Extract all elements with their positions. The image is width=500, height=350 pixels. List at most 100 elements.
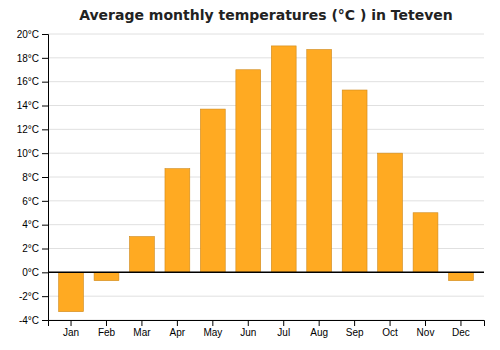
x-tick-mark <box>177 320 178 326</box>
plot: -4°C -2°C 0°C 2°C 4°C 6°C 8°C 10°C 12°C 14°C 16°C 1… <box>17 29 485 338</box>
x-tick: Nov <box>417 320 435 338</box>
x-tick-mark <box>425 320 426 326</box>
y-tick-label: 2°C <box>22 243 39 254</box>
y-tick-mark <box>42 225 48 226</box>
x-tick-mark <box>248 320 249 326</box>
bar <box>165 169 190 273</box>
grid-line <box>48 272 484 273</box>
x-tick-label: Sep <box>346 327 364 338</box>
y-tick: -4°C <box>19 315 48 326</box>
grid-line <box>48 105 484 106</box>
x-tick-mark <box>141 320 142 326</box>
y-tick-label: 12°C <box>17 124 39 135</box>
y-tick-label: 18°C <box>17 53 39 64</box>
x-tick-mark <box>354 320 355 326</box>
grid-line <box>48 81 484 82</box>
x-tick: Jan <box>63 320 79 338</box>
grid-line <box>48 177 484 178</box>
x-tick: Aug <box>310 320 328 338</box>
x-tick-mark <box>390 320 391 326</box>
x-tick: Apr <box>170 320 186 338</box>
y-tick: 0°C <box>22 267 48 278</box>
x-tick-label: May <box>203 327 222 338</box>
grid <box>48 34 484 320</box>
y-tick-mark <box>42 34 48 35</box>
y-tick-label: -2°C <box>19 291 39 302</box>
y-tick: 8°C <box>22 172 48 183</box>
y-tick-mark <box>42 153 48 154</box>
x-tick: Oct <box>382 320 398 338</box>
grid-line <box>48 129 484 130</box>
bar <box>236 70 261 273</box>
x-tick-mark <box>319 320 320 326</box>
bar <box>59 272 84 311</box>
x-tick-label: Oct <box>382 327 398 338</box>
x-tick: Mar <box>133 320 151 338</box>
x-tick-mark <box>71 320 72 326</box>
grid-line <box>48 153 484 154</box>
y-tick: 14°C <box>17 100 48 111</box>
grid-line <box>48 296 484 297</box>
y-tick-label: 16°C <box>17 76 39 87</box>
grid-line <box>48 200 484 201</box>
y-tick: 10°C <box>17 148 48 159</box>
y-axis-line <box>42 35 49 321</box>
x-tick: Jun <box>240 320 256 338</box>
x-tick-label: Apr <box>170 327 186 338</box>
x-tick-label: Mar <box>133 327 151 338</box>
x-tick-label: Jun <box>240 327 256 338</box>
y-axis: -4°C -2°C 0°C 2°C 4°C 6°C 8°C 10°C 12°C 14°C 16°C 1… <box>17 29 49 326</box>
x-tick-label: Nov <box>417 327 435 338</box>
y-tick-mark <box>42 272 48 273</box>
bar <box>271 46 296 272</box>
y-tick: -2°C <box>19 291 48 302</box>
bar <box>449 272 474 280</box>
bar <box>94 272 119 280</box>
grid-line <box>48 57 484 58</box>
chart: -4°C -2°C 0°C 2°C 4°C 6°C 8°C 10°C 12°C 14°C 16°C 1… <box>0 0 500 350</box>
y-tick-mark <box>42 106 48 107</box>
y-tick-mark <box>42 320 48 321</box>
x-tick-label: Jul <box>277 327 290 338</box>
y-tick-label: 20°C <box>17 29 39 40</box>
y-tick-label: 6°C <box>22 196 39 207</box>
x-tick: Sep <box>346 320 364 338</box>
y-tick-mark <box>42 201 48 202</box>
title: Average monthly temperatures (°C ) in Te… <box>79 7 453 23</box>
zero-line <box>48 272 484 274</box>
bar <box>130 237 155 273</box>
y-tick-mark <box>42 177 48 178</box>
x-tick-mark <box>106 320 107 326</box>
x-tick-mark <box>283 320 284 326</box>
y-tick: 6°C <box>22 196 48 207</box>
y-tick: 18°C <box>17 53 48 64</box>
bar <box>200 109 225 272</box>
x-tick: Dec <box>452 320 470 338</box>
x-axis-line <box>49 321 485 327</box>
y-tick-mark <box>42 82 48 83</box>
x-tick-label: Aug <box>310 327 328 338</box>
y-tick-label: -4°C <box>19 315 39 326</box>
grid-line <box>48 34 484 35</box>
bar <box>342 90 367 272</box>
y-tick-label: 0°C <box>22 267 39 278</box>
y-tick-mark <box>42 296 48 297</box>
x-tick: Feb <box>98 320 116 338</box>
x-tick: May <box>203 320 222 338</box>
x-tick: Jul <box>277 320 290 338</box>
x-tick-label: Jan <box>63 327 79 338</box>
x-tick-mark <box>212 320 213 326</box>
y-tick-label: 8°C <box>22 172 39 183</box>
y-tick-mark <box>42 58 48 59</box>
x-axis: Jan Feb Mar Apr May Jun Jul Aug Sep Oct Nov Dec <box>49 320 485 338</box>
x-tick-mark <box>460 320 461 326</box>
y-tick-mark <box>42 249 48 250</box>
y-tick: 4°C <box>22 219 48 230</box>
y-tick-label: 4°C <box>22 219 39 230</box>
y-tick-label: 14°C <box>17 100 39 111</box>
y-tick-mark <box>42 129 48 130</box>
y-tick: 12°C <box>17 124 48 135</box>
y-tick: 20°C <box>17 29 48 40</box>
bar <box>307 49 332 272</box>
y-tick-label: 10°C <box>17 148 39 159</box>
